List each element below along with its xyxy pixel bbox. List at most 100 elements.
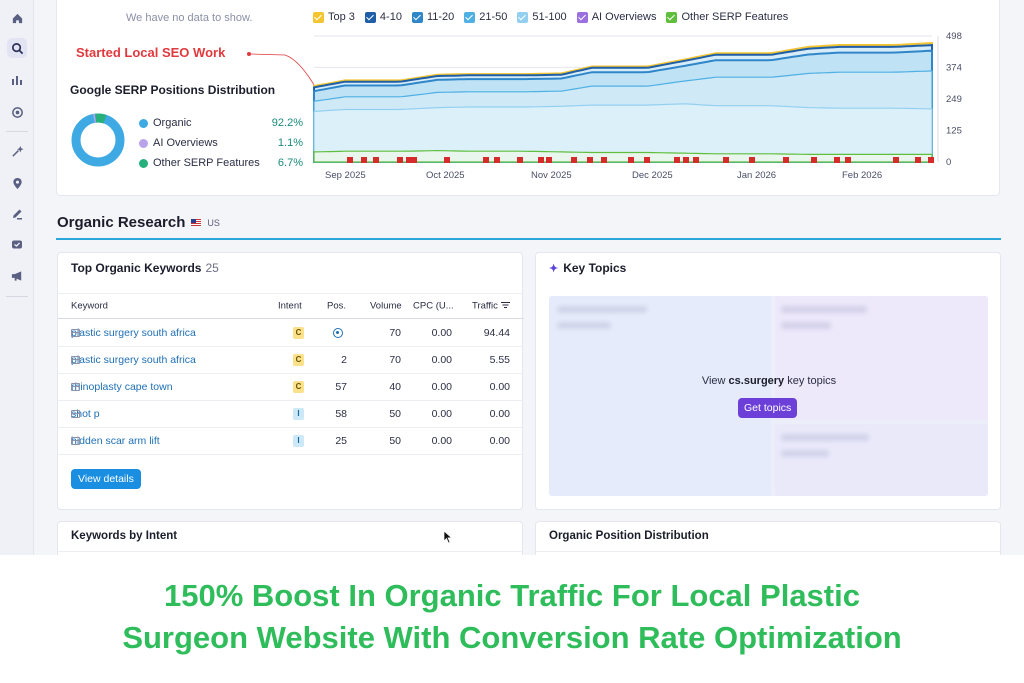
bar-chart-icon[interactable] — [7, 70, 27, 90]
event-flag-icon[interactable] — [674, 157, 680, 163]
legend-item-21-50[interactable]: 21-50 — [464, 11, 507, 23]
cell-cpc: 0.00 — [431, 435, 452, 447]
checkbox-icon[interactable] — [464, 11, 476, 23]
intent-badge: C — [293, 327, 304, 339]
checkbox-icon[interactable] — [313, 11, 324, 23]
cell-cpc: 0.00 — [431, 408, 452, 420]
serp-snapshot-icon[interactable] — [71, 410, 80, 418]
blurred-text — [781, 322, 831, 329]
cell-pos: 58 — [335, 408, 347, 420]
banner-line-1: 150% Boost In Organic Traffic For Local … — [164, 578, 860, 613]
event-flag-icon[interactable] — [644, 157, 650, 163]
table-row[interactable]: hidden scar arm lift I 25 50 0.00 0.00 — [58, 428, 524, 455]
serp-snapshot-icon[interactable] — [71, 356, 80, 364]
cell-cpc: 0.00 — [431, 327, 452, 339]
legend-item-11-20[interactable]: 11-20 — [411, 11, 454, 23]
legend-item-4-10[interactable]: 4-10 — [364, 11, 402, 23]
get-topics-button[interactable]: Get topics — [738, 398, 798, 418]
cell-volume: 50 — [389, 435, 401, 447]
region-label: US — [207, 217, 220, 228]
col-volume[interactable]: Volume — [370, 300, 402, 312]
view-details-button[interactable]: View details — [71, 469, 141, 489]
event-flag-icon[interactable] — [411, 157, 417, 163]
col-pos[interactable]: Pos. — [327, 300, 347, 312]
event-flag-icon[interactable] — [749, 157, 755, 163]
sidebar-divider — [6, 296, 28, 297]
megaphone-icon[interactable] — [7, 266, 27, 286]
key-topics-blurred-preview — [549, 296, 988, 496]
legend-item-other-serp[interactable]: Other SERP Features — [666, 11, 788, 23]
event-flag-icon[interactable] — [361, 157, 367, 163]
col-intent[interactable]: Intent — [278, 300, 302, 312]
col-cpc[interactable]: CPC (U... — [413, 300, 454, 312]
seo-icon[interactable] — [7, 38, 27, 58]
event-flag-icon[interactable] — [811, 157, 817, 163]
legend-label: Other SERP Features — [681, 11, 789, 23]
event-flag-icon[interactable] — [444, 157, 450, 163]
event-flag-icon[interactable] — [915, 157, 921, 163]
serp-snapshot-icon[interactable] — [71, 329, 80, 337]
sparkle-icon[interactable] — [7, 141, 27, 161]
sort-icon[interactable] — [501, 301, 510, 312]
checkbox-icon[interactable] — [364, 11, 376, 23]
y-tick-label: 0 — [946, 157, 951, 168]
event-flag-icon[interactable] — [347, 157, 353, 163]
legend-item-51-100[interactable]: 51-100 — [517, 11, 567, 23]
table-row[interactable]: plastic surgery south africa C 2 70 0.00… — [58, 347, 524, 374]
annotation-arrow — [247, 52, 318, 91]
promo-banner: 150% Boost In Organic Traffic For Local … — [0, 555, 1024, 683]
event-flag-icon[interactable] — [373, 157, 379, 163]
legend-item-ai-overviews[interactable]: AI Overviews — [576, 11, 657, 23]
event-flag-icon[interactable] — [601, 157, 607, 163]
event-flag-icon[interactable] — [571, 157, 577, 163]
cell-volume: 70 — [389, 327, 401, 339]
checkbox-icon[interactable] — [666, 11, 678, 23]
banner-line-2: Surgeon Website With Conversion Rate Opt… — [122, 620, 902, 655]
table-row[interactable]: shot p I 58 50 0.00 0.00 — [58, 401, 524, 428]
event-flag-icon[interactable] — [406, 157, 412, 163]
event-flag-icon[interactable] — [723, 157, 729, 163]
home-icon[interactable] — [7, 8, 27, 28]
event-flag-icon[interactable] — [546, 157, 552, 163]
legend-label: AI Overviews — [591, 11, 657, 23]
event-flag-icon[interactable] — [845, 157, 851, 163]
x-tick-label: Nov 2025 — [531, 170, 572, 181]
edit-icon[interactable] — [7, 204, 27, 224]
location-pin-icon[interactable] — [7, 173, 27, 193]
event-flag-icon[interactable] — [683, 157, 689, 163]
keyword-text[interactable]: hidden scar arm lift — [71, 435, 160, 447]
table-row[interactable]: rhinoplasty cape town C 57 40 0.00 0.00 — [58, 374, 524, 401]
legend-item-top3[interactable]: Top 3 — [313, 11, 355, 23]
card-title: Organic Position Distribution — [549, 530, 709, 542]
event-flag-icon[interactable] — [834, 157, 840, 163]
serp-snapshot-icon[interactable] — [71, 437, 80, 445]
event-flag-icon[interactable] — [587, 157, 593, 163]
cell-traffic: 0.00 — [489, 408, 510, 420]
keyword-text[interactable]: rhinoplasty cape town — [71, 381, 173, 393]
serp-snapshot-icon[interactable] — [71, 383, 80, 391]
checkbox-icon[interactable] — [576, 11, 588, 23]
event-flag-icon[interactable] — [397, 157, 403, 163]
shield-icon[interactable] — [7, 235, 27, 255]
event-flag-icon[interactable] — [628, 157, 634, 163]
event-flag-icon[interactable] — [928, 157, 934, 163]
legend-label: Top 3 — [328, 11, 355, 23]
event-flag-icon[interactable] — [517, 157, 523, 163]
event-flag-icon[interactable] — [893, 157, 899, 163]
card-title: Top Organic Keywords — [71, 261, 202, 275]
keyword-text[interactable]: plastic surgery south africa — [71, 327, 196, 339]
dot-icon — [139, 138, 148, 148]
no-data-message: We have no data to show. — [126, 12, 253, 24]
checkbox-icon[interactable] — [517, 11, 529, 23]
table-row[interactable]: plastic surgery south africa C 70 0.00 9… — [58, 320, 524, 347]
keyword-text[interactable]: plastic surgery south africa — [71, 354, 196, 366]
event-flag-icon[interactable] — [538, 157, 544, 163]
event-flag-icon[interactable] — [483, 157, 489, 163]
event-flag-icon[interactable] — [494, 157, 500, 163]
col-traffic[interactable]: Traffic — [472, 300, 498, 312]
col-keyword[interactable]: Keyword — [71, 300, 108, 312]
checkbox-icon[interactable] — [411, 11, 423, 23]
target-icon[interactable] — [7, 102, 27, 122]
event-flag-icon[interactable] — [693, 157, 699, 163]
event-flag-icon[interactable] — [783, 157, 789, 163]
